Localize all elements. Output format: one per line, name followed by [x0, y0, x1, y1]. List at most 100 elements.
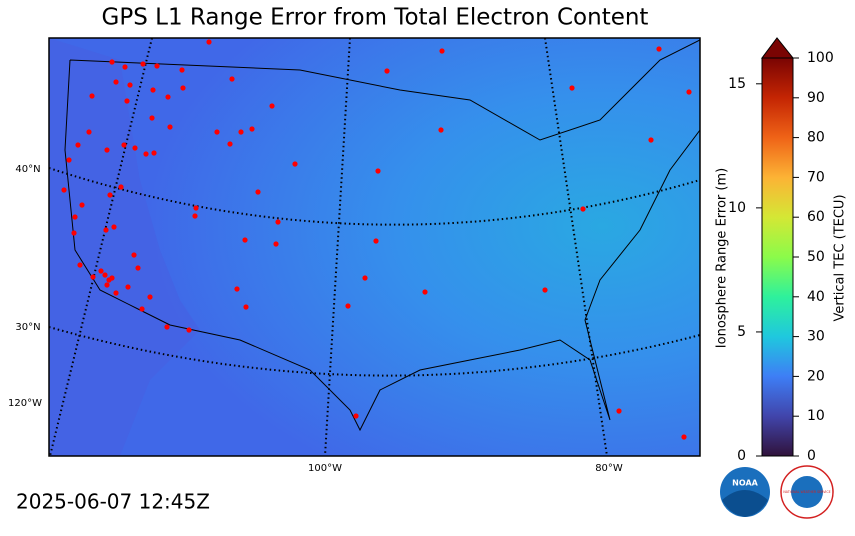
lat-label: 30°N — [15, 322, 40, 333]
nws-text: NATIONAL WEATHER SERVICE — [783, 490, 830, 494]
station — [214, 129, 220, 135]
colorbar-bar — [761, 57, 794, 457]
colorbar-tick-label: 100 — [807, 50, 834, 66]
station — [656, 46, 662, 52]
station — [131, 252, 137, 258]
station — [167, 124, 173, 130]
station — [111, 224, 117, 230]
station — [243, 304, 249, 310]
colorbar-tick-label: 40 — [807, 289, 825, 305]
station — [648, 137, 654, 143]
lon-label: 100°W — [308, 463, 342, 474]
station — [193, 205, 199, 211]
stations — [61, 39, 692, 440]
colorbar-tick-label: 5 — [737, 324, 746, 340]
station — [229, 76, 235, 82]
station — [227, 141, 233, 147]
station — [275, 219, 281, 225]
nws-logo: NATIONAL WEATHER SERVICE — [780, 465, 834, 519]
station — [234, 286, 240, 292]
station — [292, 161, 298, 167]
station — [186, 327, 192, 333]
station — [89, 93, 95, 99]
colorbar-tick-label: 30 — [807, 329, 825, 345]
lon-label: 80°W — [595, 463, 623, 474]
station — [135, 265, 141, 271]
station — [127, 82, 133, 88]
colorbar: Ionosphere Range Error (m) Vertical TEC … — [715, 37, 848, 464]
colorbar-tick-label: 20 — [807, 368, 825, 384]
station — [681, 434, 687, 440]
colorbar-tick-label: 70 — [807, 169, 825, 185]
lat-label: 40°N — [15, 164, 40, 175]
station — [249, 126, 255, 132]
station — [90, 274, 96, 280]
station — [206, 39, 212, 45]
station — [179, 67, 185, 73]
station — [542, 287, 548, 293]
station — [154, 63, 160, 69]
station — [165, 94, 171, 100]
noaa-logo: NOAA — [720, 467, 770, 517]
station — [580, 206, 586, 212]
station — [373, 238, 379, 244]
station — [71, 230, 77, 236]
station — [118, 184, 124, 190]
station — [113, 79, 119, 85]
station — [180, 85, 186, 91]
lon-label: 120°W — [8, 398, 42, 409]
station — [139, 306, 145, 312]
tec-field — [49, 38, 700, 456]
station — [150, 87, 156, 93]
station — [109, 59, 115, 65]
station — [164, 324, 170, 330]
station — [569, 85, 575, 91]
station — [103, 227, 109, 233]
station — [109, 275, 115, 281]
station — [345, 303, 351, 309]
station — [149, 115, 155, 121]
station — [86, 129, 92, 135]
station — [686, 89, 692, 95]
station — [102, 272, 108, 278]
colorbar-tick-label: 10 — [807, 408, 825, 424]
station — [375, 168, 381, 174]
colorbar-tick-label: 10 — [728, 200, 746, 216]
station — [140, 61, 146, 67]
map-frame — [48, 37, 701, 457]
station — [192, 213, 198, 219]
coastline — [64, 39, 700, 432]
station — [422, 289, 428, 295]
map — [49, 38, 700, 456]
station — [438, 127, 444, 133]
station — [147, 294, 153, 300]
station — [75, 142, 81, 148]
colorbar-right-label: Vertical TEC (TECU) — [833, 194, 848, 321]
station — [132, 145, 138, 151]
station — [107, 192, 113, 198]
station — [269, 103, 275, 109]
station — [104, 282, 110, 288]
station — [616, 408, 622, 414]
timestamp: 2025-06-07 12:45Z — [16, 490, 210, 514]
station — [104, 147, 110, 153]
colorbar-tick-label: 50 — [807, 249, 825, 265]
station — [151, 150, 157, 156]
colorbar-tick-label: 90 — [807, 90, 825, 106]
title: GPS L1 Range Error from Total Electron C… — [102, 5, 649, 31]
station — [122, 64, 128, 70]
station — [238, 129, 244, 135]
colorbar-left-label: Ionosphere Range Error (m) — [715, 168, 730, 348]
low-tec-region — [49, 38, 200, 456]
station — [384, 68, 390, 74]
station — [439, 48, 445, 54]
station — [124, 98, 130, 104]
colorbar-tick-label: 0 — [737, 448, 746, 464]
station — [77, 262, 83, 268]
station — [353, 413, 359, 419]
colorbar-tick-label: 60 — [807, 209, 825, 225]
station — [362, 275, 368, 281]
station — [113, 290, 119, 296]
station — [121, 142, 127, 148]
